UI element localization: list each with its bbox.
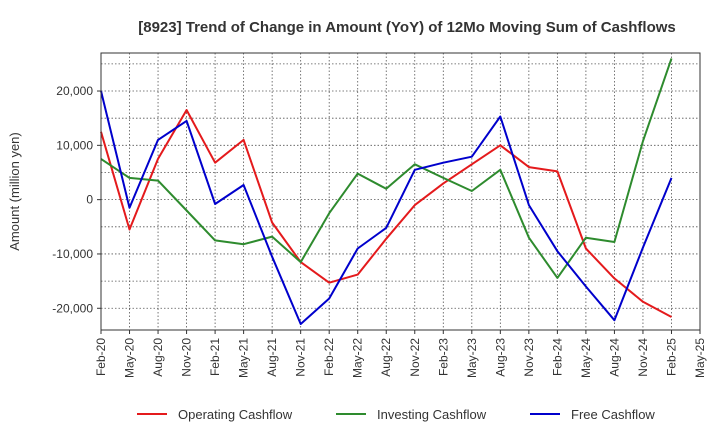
- y-axis-label: Amount (million yen): [7, 132, 22, 251]
- series-line-operating-cashflow: [100, 109, 672, 318]
- x-tick-label: Aug-24: [607, 338, 621, 377]
- x-tick-label: Feb-22: [322, 338, 336, 376]
- x-axis-ticks: Feb-20 May-20 Aug-20 Nov-20 Feb-21 May-21 Aug-…: [94, 330, 707, 378]
- x-tick-label: May-23: [465, 338, 479, 378]
- x-tick-label: May-21: [237, 338, 251, 378]
- chart-title: [8923] Trend of Change in Amount (YoY) o…: [138, 19, 676, 36]
- series-line-investing-cashflow: [100, 58, 673, 279]
- y-axis-ticks: -20,000 -10,000 0 10,000 20,000: [52, 84, 101, 315]
- series-lines: [100, 58, 673, 325]
- x-tick-label: Aug-21: [265, 338, 279, 377]
- y-tick-label: -10,000: [52, 247, 93, 261]
- x-tick-label: Nov-20: [180, 338, 194, 377]
- legend-label-free-cashflow: Free Cashflow: [571, 407, 655, 422]
- x-tick-label: Feb-24: [550, 338, 564, 376]
- x-tick-label: Feb-21: [208, 338, 222, 376]
- y-tick-label: 0: [86, 193, 93, 207]
- legend: Operating Cashflow Investing Cashflow Free…: [137, 407, 655, 422]
- x-tick-label: Nov-23: [522, 338, 536, 377]
- legend-label-investing-cashflow: Investing Cashflow: [377, 407, 487, 422]
- x-tick-label: Nov-24: [636, 338, 650, 377]
- x-tick-label: Aug-23: [493, 338, 507, 377]
- x-tick-label: Feb-25: [664, 338, 678, 376]
- x-tick-label: May-24: [579, 338, 593, 378]
- legend-label-operating-cashflow: Operating Cashflow: [178, 407, 293, 422]
- y-tick-label: -20,000: [52, 301, 93, 315]
- y-tick-label: 20,000: [56, 84, 93, 98]
- x-tick-label: Feb-20: [94, 338, 108, 376]
- x-tick-label: May-20: [123, 338, 137, 378]
- y-tick-label: 10,000: [56, 138, 93, 152]
- x-tick-label: Aug-20: [151, 338, 165, 377]
- x-tick-label: May-25: [693, 338, 707, 378]
- x-tick-label: Feb-23: [436, 338, 450, 376]
- x-tick-label: May-22: [351, 338, 365, 378]
- series-line-free-cashflow: [100, 90, 673, 325]
- grid: [101, 53, 700, 330]
- x-tick-label: Aug-22: [379, 338, 393, 377]
- x-tick-label: Nov-21: [294, 338, 308, 377]
- plot-frame: [100, 52, 701, 331]
- x-tick-label: Nov-22: [408, 338, 422, 377]
